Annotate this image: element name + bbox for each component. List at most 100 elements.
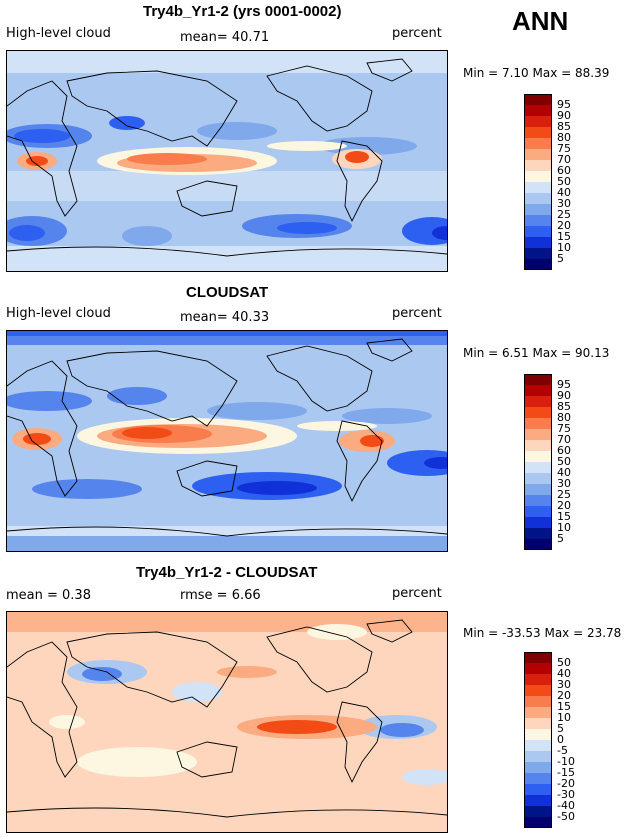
colorbar-swatch [524,149,552,161]
colorbar-tick-label: 10 [557,241,571,254]
colorbar-tick-label: 40 [557,186,571,199]
colorbar-swatch [524,116,552,128]
colorbar-swatch [524,528,552,540]
panel-1-map [6,50,448,272]
panel-2-units-label: percent [392,306,442,321]
colorbar-tick-label: 90 [557,109,571,122]
colorbar-swatch [524,94,552,106]
colorbar-swatch [524,495,552,507]
colorbar-tick-label: 85 [557,120,571,133]
colorbar-tick-label: 5 [557,532,564,545]
colorbar-swatch [524,784,552,796]
panel-2-map-plot [7,331,447,551]
colorbar-tick-label: 30 [557,197,571,210]
colorbar-border [524,652,552,828]
colorbar-tick-label: -30 [557,788,575,801]
colorbar-swatch [524,374,552,386]
colorbar-swatch [524,806,552,818]
panel-3-colorbar [524,652,552,829]
colorbar-swatch [524,718,552,730]
panel-1-variable-label: High-level cloud [6,26,111,41]
colorbar-tick-label: 15 [557,230,571,243]
colorbar-swatch [524,652,552,664]
colorbar-tick-label: 75 [557,142,571,155]
panel-3-min-max: Min = -33.53 Max = 23.78 [463,626,622,640]
colorbar-swatch [524,506,552,518]
colorbar-swatch [524,248,552,260]
colorbar-tick-label: 20 [557,499,571,512]
colorbar-swatch [524,696,552,708]
colorbar-tick-label: 20 [557,219,571,232]
colorbar-swatch [524,762,552,774]
panel-2-title: CLOUDSAT [186,284,269,301]
colorbar-swatch [524,517,552,529]
colorbar-tick-label: -15 [557,766,575,779]
panel-1-title: Try4b_Yr1-2 (yrs 0001-0002) [143,3,342,20]
colorbar-tick-label: 40 [557,667,571,680]
colorbar-tick-label: -5 [557,744,568,757]
panel-2-map [6,330,448,552]
colorbar-tick-label: 0 [557,733,564,746]
colorbar-tick-label: 80 [557,411,571,424]
season-label: ANN [512,6,569,36]
colorbar-tick-label: -20 [557,777,575,790]
panel-1-units-label: percent [392,26,442,41]
colorbar-swatch [524,817,552,829]
colorbar-tick-label: 15 [557,510,571,523]
colorbar-swatch [524,171,552,183]
colorbar-tick-label: 85 [557,400,571,413]
colorbar-swatch [524,484,552,496]
colorbar-swatch [524,473,552,485]
colorbar-swatch [524,451,552,463]
colorbar-border [524,94,552,270]
colorbar-tick-label: 95 [557,98,571,111]
colorbar-tick-label: -50 [557,810,575,823]
colorbar-swatch [524,193,552,205]
colorbar-swatch [524,674,552,686]
colorbar-tick-label: -10 [557,755,575,768]
panel-2-colorbar-swatches [524,374,552,551]
panel-2-mean-label: mean= 40.33 [180,310,270,325]
colorbar-tick-label: 70 [557,433,571,446]
colorbar-tick-label: 25 [557,488,571,501]
colorbar-swatch [524,462,552,474]
colorbar-tick-label: 30 [557,678,571,691]
colorbar-tick-label: 25 [557,208,571,221]
colorbar-tick-label: 75 [557,422,571,435]
colorbar-swatch [524,429,552,441]
panel-3-units-label: percent [392,586,442,601]
colorbar-tick-label: 50 [557,455,571,468]
panel-1-min-max: Min = 7.10 Max = 88.39 [463,66,610,80]
colorbar-tick-label: -40 [557,799,575,812]
colorbar-tick-label: 50 [557,656,571,669]
colorbar-swatch [524,259,552,271]
colorbar-swatch [524,237,552,249]
colorbar-tick-label: 15 [557,700,571,713]
colorbar-swatch [524,226,552,238]
colorbar-swatch [524,105,552,117]
panel-3-title: Try4b_Yr1-2 - CLOUDSAT [136,564,318,581]
colorbar-tick-label: 10 [557,521,571,534]
colorbar-swatch [524,396,552,408]
colorbar-swatch [524,707,552,719]
colorbar-border [524,374,552,550]
colorbar-swatch [524,751,552,763]
panel-1-map-plot [7,51,447,271]
colorbar-swatch [524,138,552,150]
colorbar-swatch [524,740,552,752]
colorbar-tick-label: 20 [557,689,571,702]
colorbar-tick-label: 5 [557,722,564,735]
panel-3-mean-label: mean = 0.38 [6,588,91,603]
colorbar-tick-label: 5 [557,252,564,265]
colorbar-tick-label: 40 [557,466,571,479]
colorbar-swatch [524,418,552,430]
colorbar-tick-label: 10 [557,711,571,724]
colorbar-swatch [524,160,552,172]
colorbar-tick-label: 30 [557,477,571,490]
colorbar-tick-label: 95 [557,378,571,391]
panel-3-map [6,611,448,833]
colorbar-swatch [524,685,552,697]
panel-3-rmse-label: rmse = 6.66 [180,588,261,603]
panel-2-colorbar [524,374,552,551]
colorbar-tick-label: 50 [557,175,571,188]
